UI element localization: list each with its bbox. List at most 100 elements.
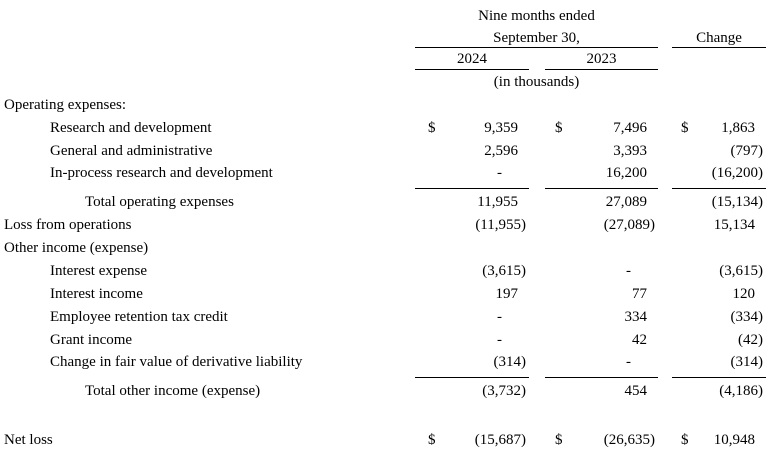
row-label: Research and development — [50, 120, 212, 136]
header-row-period-1: Nine months ended — [0, 4, 766, 28]
cell-2023: 77 — [545, 283, 658, 306]
value-2023 — [555, 94, 658, 117]
column-gap — [658, 329, 672, 352]
value-2023 — [555, 237, 658, 260]
row-label: Interest expense — [50, 263, 148, 279]
column-gap — [529, 94, 545, 117]
cell-change — [672, 237, 766, 260]
column-gap — [658, 163, 672, 189]
row-label: Total other income (expense) — [85, 383, 261, 399]
column-gap — [529, 306, 545, 329]
value-2023: - — [626, 263, 631, 279]
cell-2023: 16,200 — [545, 163, 658, 189]
spacer-row — [0, 403, 766, 429]
column-gap — [529, 117, 545, 140]
column-gap — [529, 283, 545, 306]
column-gap — [658, 378, 672, 403]
cell-change: $1,863 — [672, 117, 766, 140]
column-gap — [658, 189, 672, 214]
cell-2023: - — [545, 260, 658, 283]
table-row-interest-expense: Interest expense (3,615) - (3,615) — [0, 260, 766, 283]
header-label-spacer — [0, 48, 415, 70]
value-2024 — [428, 237, 529, 260]
value-change: 15,134 — [713, 217, 755, 233]
column-gap — [529, 429, 545, 452]
column-gap — [529, 237, 545, 260]
row-label: Other income (expense) — [4, 240, 149, 256]
header-gap — [658, 70, 672, 94]
cell-2023: 334 — [545, 306, 658, 329]
value-2024: 197 — [495, 286, 519, 302]
cell-2024: (11,955) — [415, 214, 529, 237]
column-gap — [658, 237, 672, 260]
value-change: 1,863 — [721, 120, 755, 136]
cell-2023: 3,393 — [545, 140, 658, 163]
cell-change: (15,134) — [672, 189, 766, 214]
row-label: Employee retention tax credit — [50, 309, 228, 325]
value-change: (16,200) — [711, 165, 763, 181]
value-change: (3,615) — [719, 263, 763, 279]
cell-2024: (3,615) — [415, 260, 529, 283]
header-row-years: 2024 2023 — [0, 48, 766, 70]
cell-2024 — [415, 94, 529, 117]
cell-2023: $7,496 — [545, 117, 658, 140]
row-label: In-process research and development — [50, 165, 273, 181]
value-2023: 16,200 — [605, 165, 647, 181]
table-row-general-and-administrative: General and administrative 2,596 3,393 (… — [0, 140, 766, 163]
column-gap — [658, 283, 672, 306]
cell-change: $10,948 — [672, 429, 766, 452]
cell-2024: (314) — [415, 352, 529, 378]
column-gap — [658, 94, 672, 117]
cell-2024: 197 — [415, 283, 529, 306]
value-2024: - — [497, 309, 502, 325]
column-gap — [658, 140, 672, 163]
header-gap — [658, 28, 672, 48]
column-gap — [658, 214, 672, 237]
value-2023: 27,089 — [605, 194, 647, 210]
cell-change: (797) — [672, 140, 766, 163]
table-row-employee-retention-tax-credit: Employee retention tax credit - 334 (334… — [0, 306, 766, 329]
value-2023: 77 — [632, 286, 647, 302]
header-gap — [658, 48, 672, 70]
value-2023: (26,635) — [603, 432, 655, 448]
year-2024-header: 2024 — [415, 48, 529, 70]
dollar-sign: $ — [681, 432, 689, 448]
column-gap — [658, 429, 672, 452]
column-gap — [529, 329, 545, 352]
table-row-operating-expenses-heading: Operating expenses: — [0, 94, 766, 117]
year-2023-header: 2023 — [545, 48, 658, 70]
value-2024 — [428, 94, 529, 117]
value-2024: 2,596 — [484, 143, 518, 159]
column-gap — [529, 378, 545, 403]
table-row-in-process-research-and-development: In-process research and development - 16… — [0, 163, 766, 189]
dollar-sign: $ — [428, 432, 436, 448]
column-gap — [658, 306, 672, 329]
change-header-spacer — [672, 70, 766, 94]
table-row-research-and-development: Research and development $9,359 $7,496 $… — [0, 117, 766, 140]
cell-2024 — [415, 237, 529, 260]
value-2024: 9,359 — [484, 120, 518, 136]
value-2023: (27,089) — [603, 217, 655, 233]
header-gap — [529, 48, 545, 70]
column-gap — [529, 214, 545, 237]
value-2024: - — [497, 165, 502, 181]
value-change: (4,186) — [719, 383, 763, 399]
column-gap — [658, 117, 672, 140]
table-row-loss-from-operations: Loss from operations (11,955) (27,089) 1… — [0, 214, 766, 237]
header-label-spacer — [0, 28, 415, 48]
value-2024: (314) — [493, 354, 527, 370]
cell-2024: - — [415, 306, 529, 329]
header-label-spacer — [0, 4, 415, 28]
cell-change: (16,200) — [672, 163, 766, 189]
row-label: Operating expenses: — [4, 97, 127, 113]
change-column-header: Change — [672, 28, 766, 48]
period-title-line2: September 30, — [415, 28, 658, 48]
cell-change: (42) — [672, 329, 766, 352]
value-2024: (15,687) — [474, 432, 526, 448]
header-gap — [658, 4, 672, 28]
value-change: (334) — [730, 309, 764, 325]
cell-2023 — [545, 94, 658, 117]
table-row-total-other-income-expense: Total other income (expense) (3,732) 454… — [0, 378, 766, 403]
column-gap — [658, 352, 672, 378]
